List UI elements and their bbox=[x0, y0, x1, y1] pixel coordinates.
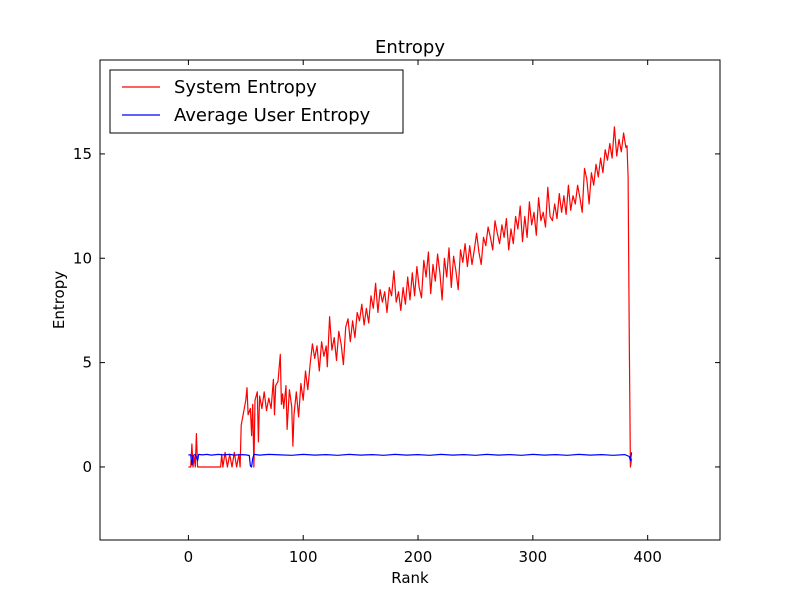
ticks-group: 0 100 200 300 400 0 5 10 15 bbox=[73, 60, 720, 566]
series-line-system-entropy bbox=[188, 126, 633, 468]
y-axis-label: Entropy bbox=[50, 271, 68, 329]
series-group bbox=[188, 126, 633, 468]
series-line-average-user-entropy bbox=[188, 452, 633, 468]
x-tick-label: 400 bbox=[633, 548, 662, 566]
legend-frame bbox=[109, 69, 404, 134]
legend: System Entropy Average User Entropy bbox=[109, 69, 404, 134]
plot-frame bbox=[99, 59, 721, 541]
x-axis-label: Rank bbox=[391, 569, 429, 587]
x-tick-label: 100 bbox=[289, 548, 318, 566]
x-tick-label: 0 bbox=[184, 548, 194, 566]
chart-title: Entropy bbox=[375, 37, 445, 58]
y-tick-label: 10 bbox=[73, 249, 92, 267]
plot-area: 0 100 200 300 400 0 5 10 15 bbox=[73, 59, 721, 566]
y-tick-label: 5 bbox=[82, 354, 92, 372]
x-tick-label: 200 bbox=[404, 548, 433, 566]
y-tick-label: 0 bbox=[82, 458, 92, 476]
legend-label-average-user-entropy: Average User Entropy bbox=[174, 105, 371, 126]
x-tick-label: 300 bbox=[519, 548, 548, 566]
y-tick-label: 15 bbox=[73, 145, 92, 163]
legend-label-system-entropy: System Entropy bbox=[174, 77, 317, 98]
